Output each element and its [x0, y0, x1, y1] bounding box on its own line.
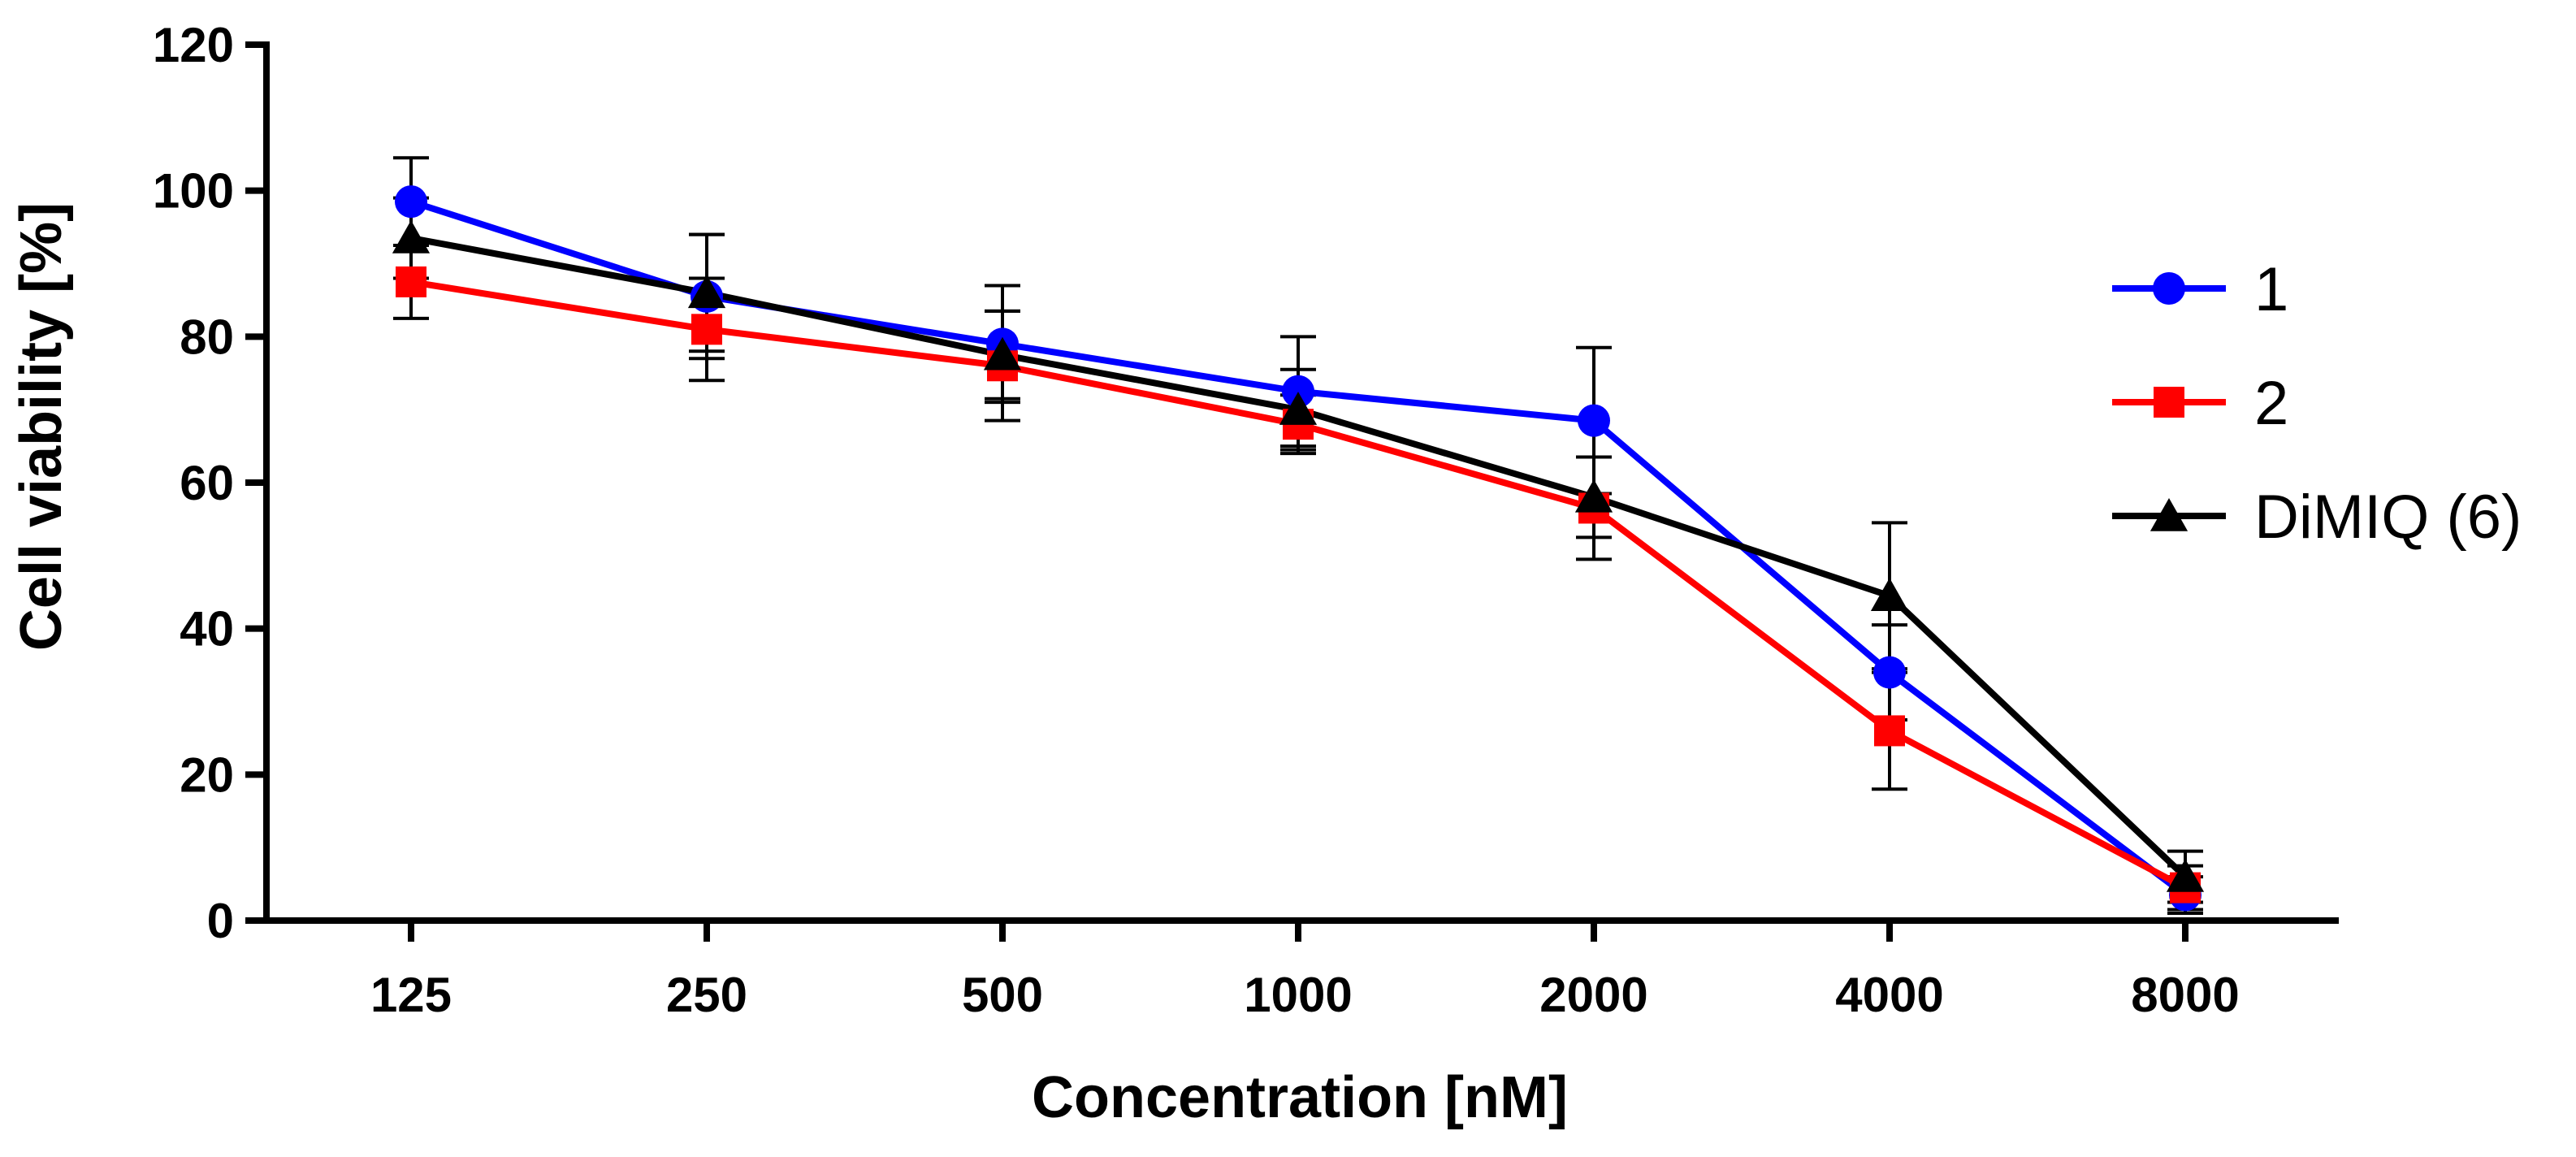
data-point — [1874, 715, 1905, 747]
x-tick-label: 4000 — [1835, 968, 1943, 1022]
x-tick-label: 2000 — [1539, 968, 1647, 1022]
series-line-3 — [410, 235, 2188, 879]
data-point — [1873, 656, 1906, 689]
error-bars — [393, 156, 2203, 916]
legend: 1 2 DiMIQ (6) — [2112, 255, 2522, 552]
data-point — [1870, 578, 1909, 611]
legend-label: 2 — [2254, 369, 2288, 438]
tick-labels: 0 20 40 60 80 100 120 125 250 500 1000 2000 4000 8000 — [153, 18, 2240, 1022]
data-point — [395, 185, 427, 219]
data-point — [983, 336, 1022, 370]
x-axis-title: Concentration [nM] — [1032, 1065, 1568, 1130]
data-point — [691, 314, 722, 345]
data-point — [1279, 392, 1318, 425]
legend-entry: 1 — [2112, 255, 2288, 324]
x-tick-label: 500 — [962, 968, 1043, 1022]
legend-label: DiMIQ (6) — [2254, 483, 2522, 552]
y-tick-label: 80 — [180, 310, 234, 364]
series-markers — [392, 185, 2205, 912]
legend-entry: 2 — [2112, 369, 2288, 438]
x-tick-label: 1000 — [1244, 968, 1352, 1022]
data-point — [392, 220, 431, 254]
y-tick-label: 100 — [153, 164, 234, 219]
data-point — [1574, 479, 1613, 513]
legend-marker — [2153, 272, 2185, 305]
data-point — [1578, 404, 1610, 437]
data-point — [687, 275, 726, 309]
x-tick-label: 250 — [666, 968, 747, 1022]
y-tick-label: 40 — [180, 602, 234, 656]
y-tick-label: 60 — [180, 456, 234, 510]
legend-label: 1 — [2254, 255, 2288, 324]
axes — [245, 41, 2339, 942]
y-tick-label: 0 — [207, 894, 234, 948]
data-point — [2166, 859, 2205, 892]
legend-marker — [2154, 387, 2184, 418]
data-point — [1282, 375, 1314, 408]
x-tick-label: 125 — [370, 968, 452, 1022]
series-lines — [409, 198, 2188, 898]
y-tick-label: 120 — [153, 18, 234, 72]
data-point — [396, 266, 426, 297]
y-tick-label: 20 — [180, 748, 234, 802]
y-axis-title: Cell viability [%] — [9, 202, 74, 651]
x-tick-label: 8000 — [2131, 968, 2239, 1022]
legend-entry: DiMIQ (6) — [2112, 483, 2522, 552]
legend-marker — [2150, 498, 2189, 531]
series-line-1 — [409, 198, 2188, 898]
